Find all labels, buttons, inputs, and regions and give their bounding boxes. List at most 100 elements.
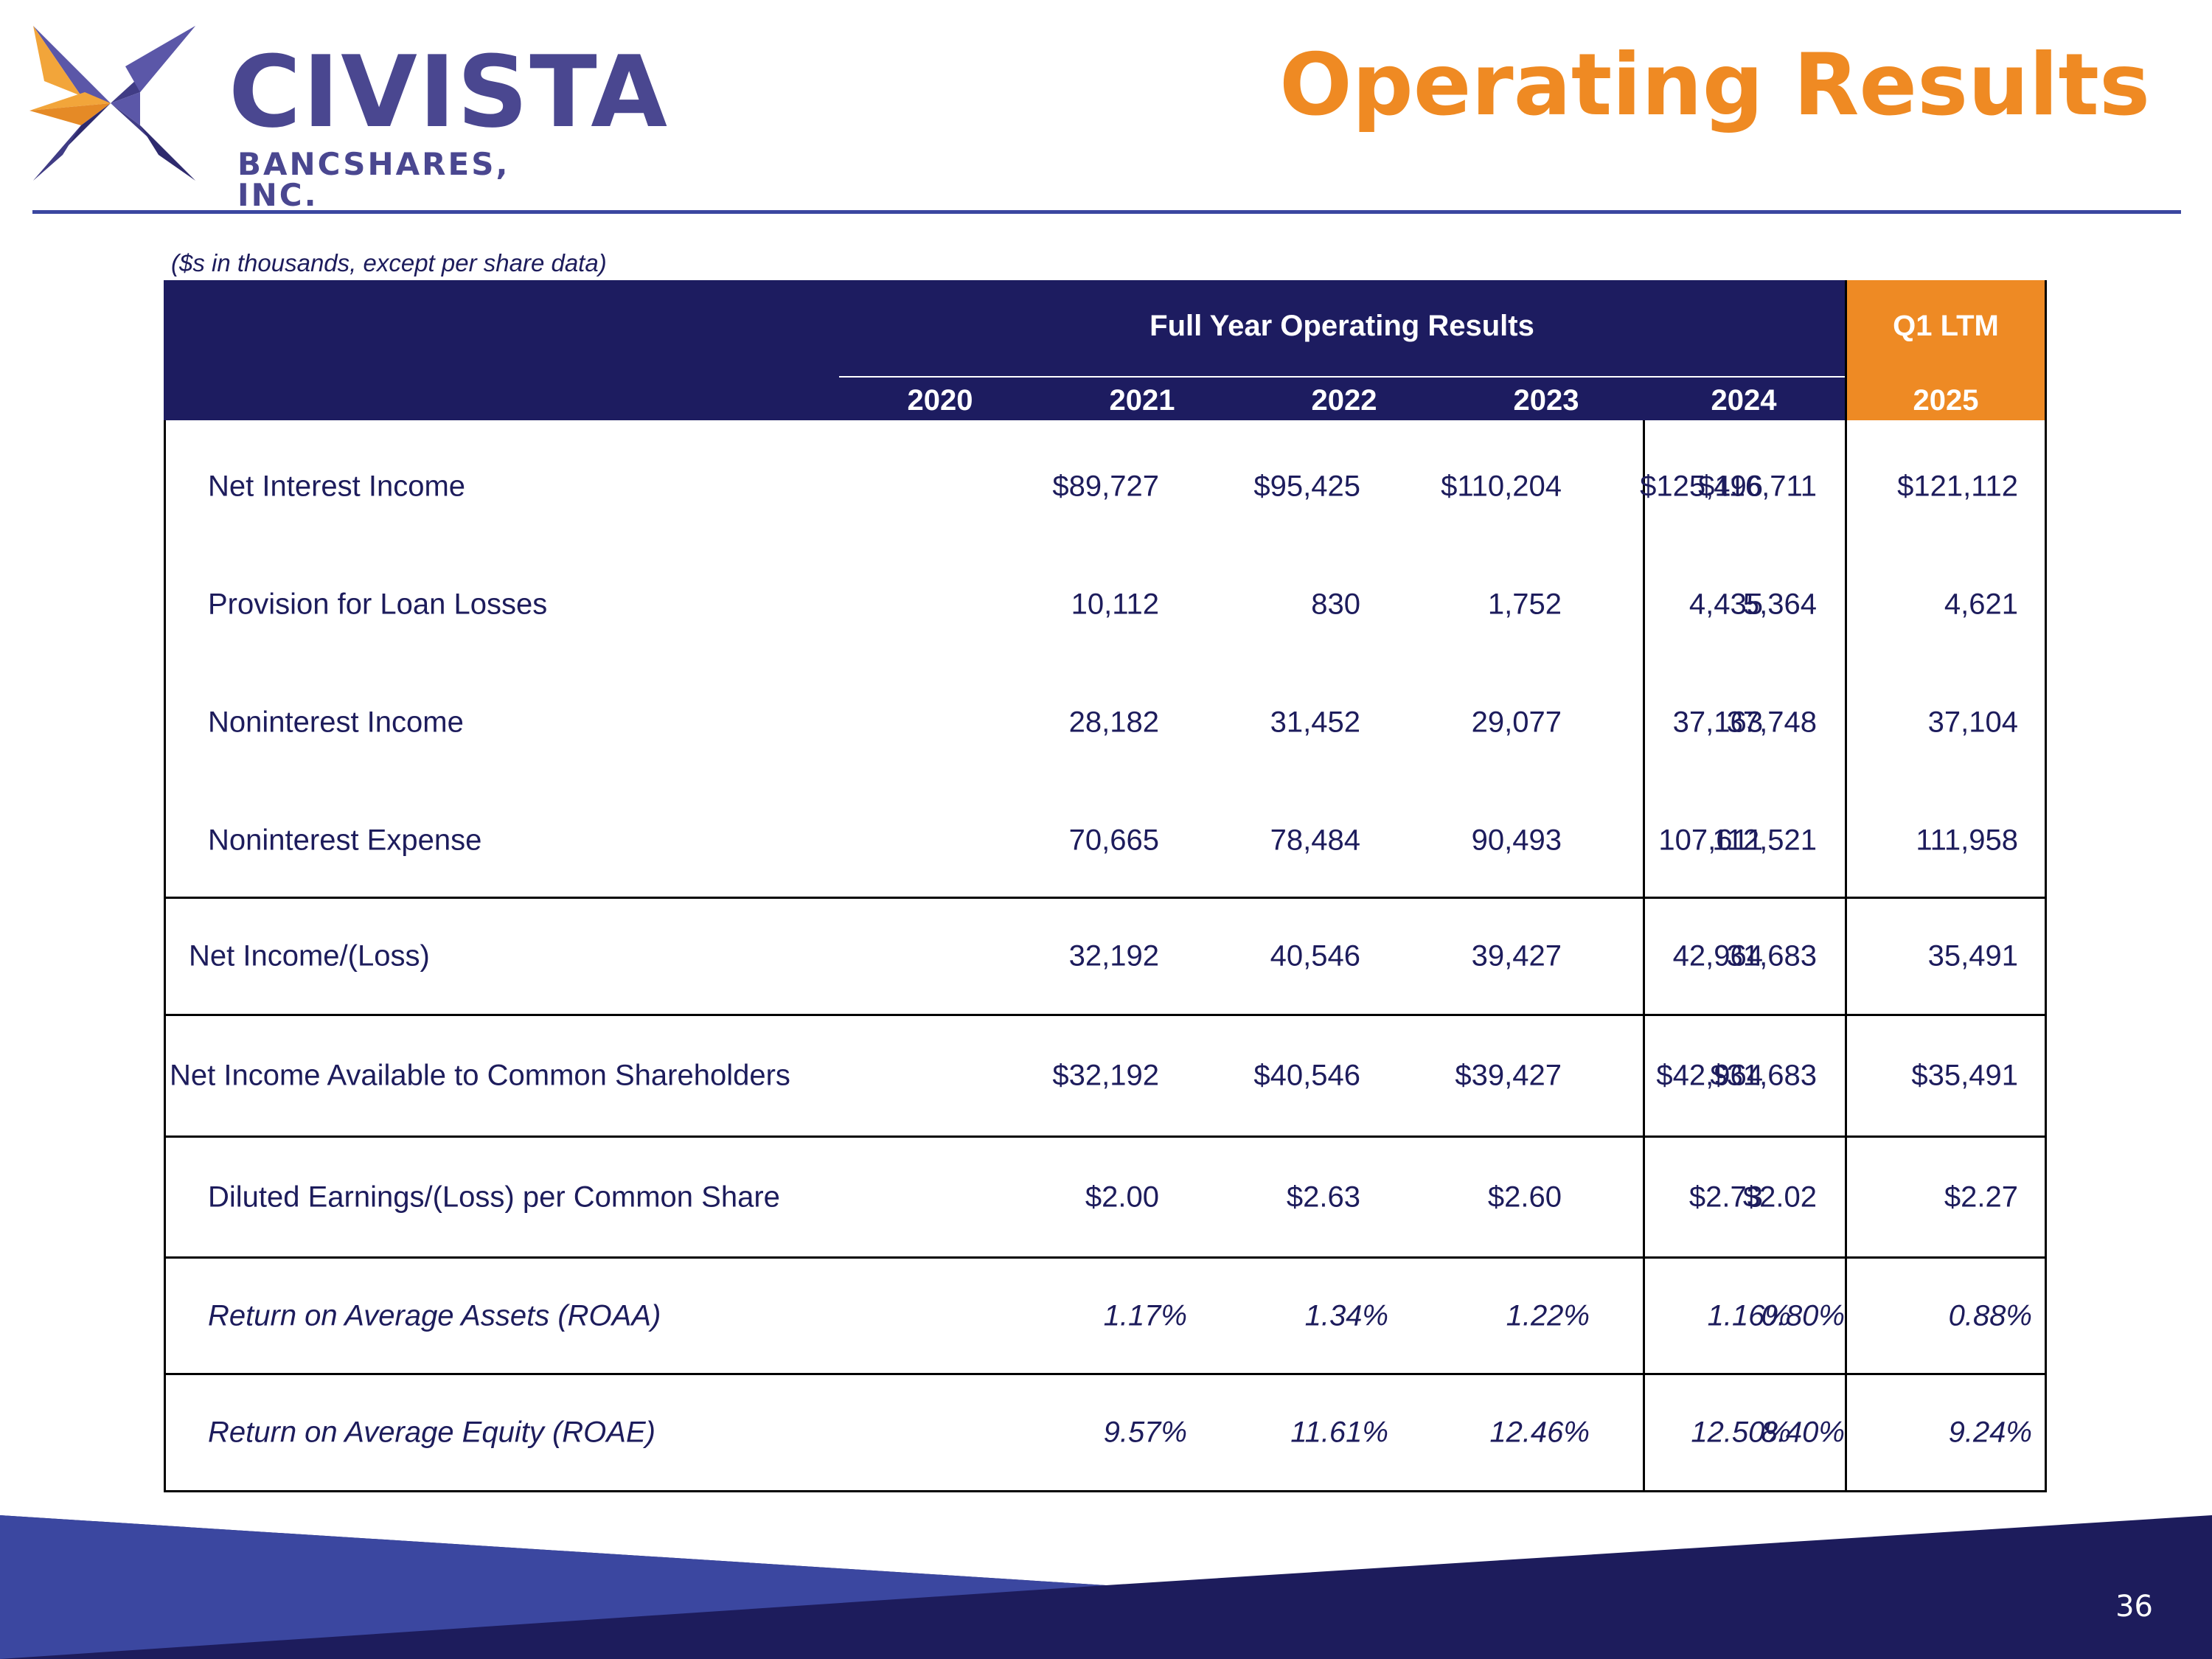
cell-value: $39,427 [1455, 1059, 1562, 1092]
logo-subtitle: BANCSHARES, INC. [237, 146, 510, 213]
cell-value: 8.40% [1761, 1416, 1845, 1449]
year-header-2020: 2020 [907, 384, 973, 417]
cell-value: 111,958 [1916, 824, 2018, 857]
cell-value: $2.63 [1286, 1180, 1360, 1213]
cell-value: 830 [1311, 588, 1360, 621]
group-header-title: Full Year Operating Results [1150, 310, 1534, 342]
row-label: Return on Average Assets (ROAA) [208, 1299, 661, 1332]
cell-value: $125,496 [1640, 470, 1763, 503]
star-logo-icon [29, 26, 195, 181]
footer-banner [0, 1515, 2212, 1659]
cell-value: 29,077 [1471, 706, 1562, 739]
cell-value: $2.60 [1487, 1180, 1562, 1213]
ltm-header-band [1845, 280, 2047, 420]
cell-value: $2.00 [1085, 1180, 1159, 1213]
cell-value: 32,192 [1068, 939, 1159, 973]
year-header-2025: 2025 [1913, 384, 1979, 417]
row-label: Net Interest Income [208, 470, 466, 503]
units-note: ($s in thousands, except per share data) [171, 249, 607, 276]
cell-value: 107,611 [1658, 824, 1763, 857]
cell-value: $110,204 [1441, 470, 1562, 503]
column-divider [1643, 420, 1645, 1492]
cell-value: 37,748 [1726, 706, 1817, 739]
cell-value: 12.46% [1489, 1416, 1590, 1449]
cell-value: 1.16% [1707, 1299, 1791, 1332]
row-divider [164, 1373, 2047, 1375]
cell-value: $31,683 [1710, 1059, 1817, 1092]
cell-value: 11.61% [1290, 1416, 1388, 1449]
logo-wordmark: CIVISTA [229, 35, 669, 150]
table-row: Net Income/(Loss) 32,192 40,546 39,427 4… [164, 899, 2047, 1014]
row-divider [164, 1256, 2047, 1259]
row-label: Net Income/(Loss) [189, 939, 430, 973]
cell-value: 1.17% [1103, 1299, 1187, 1332]
table-row: Provision for Loan Losses 10,112 830 1,7… [164, 549, 2047, 660]
year-header-2023: 2023 [1513, 384, 1579, 417]
header-divider [32, 210, 2181, 214]
cell-value: 90,493 [1471, 824, 1562, 857]
row-label: Noninterest Expense [208, 824, 482, 857]
year-header-2022: 2022 [1311, 384, 1377, 417]
table-row: Net Income Available to Common Sharehold… [164, 1016, 2047, 1135]
cell-value: $121,112 [1897, 470, 2018, 503]
cell-value: 78,484 [1270, 824, 1360, 857]
column-divider [1845, 280, 1847, 1492]
cell-value: 37,163 [1672, 706, 1763, 739]
cell-value: 10,112 [1071, 588, 1159, 621]
cell-value: 39,427 [1471, 939, 1562, 973]
row-divider [164, 1014, 2047, 1016]
page-title: Operating Results [1279, 35, 2150, 135]
cell-value: $40,546 [1253, 1059, 1360, 1092]
row-label: Return on Average Equity (ROAE) [208, 1416, 655, 1449]
table-row: Net Interest Income $89,727 $95,425 $110… [164, 431, 2047, 542]
cell-value: 37,104 [1927, 706, 2018, 739]
company-logo: CIVISTA BANCSHARES, INC. [29, 22, 667, 211]
cell-value: 12.50% [1691, 1416, 1791, 1449]
cell-value: $89,727 [1052, 470, 1159, 503]
table-row: Return on Average Assets (ROAA) 1.17% 1.… [164, 1259, 2047, 1373]
cell-value: 1.34% [1304, 1299, 1388, 1332]
cell-value: $2.73 [1688, 1180, 1763, 1213]
cell-value: $2.02 [1742, 1180, 1817, 1213]
row-divider [164, 897, 2047, 899]
table-border-bottom [164, 1490, 2047, 1492]
cell-value: $95,425 [1253, 470, 1360, 503]
cell-value: $32,192 [1052, 1059, 1159, 1092]
row-label: Net Income Available to Common Sharehold… [170, 1059, 790, 1092]
cell-value: 4,435 [1688, 588, 1763, 621]
row-divider [164, 1135, 2047, 1138]
operating-results-table: Full Year Operating Results Q1 LTM 2020 … [164, 280, 2047, 1492]
cell-value: 1.22% [1506, 1299, 1590, 1332]
cell-value: 9.57% [1103, 1416, 1187, 1449]
cell-value: 112,521 [1712, 824, 1817, 857]
cell-value: 31,452 [1270, 706, 1360, 739]
table-row: Diluted Earnings/(Loss) per Common Share… [164, 1138, 2047, 1256]
table-row: Noninterest Expense 70,665 78,484 90,493… [164, 785, 2047, 896]
ltm-header-title: Q1 LTM [1893, 310, 1999, 342]
group-header-rule [839, 376, 1845, 378]
cell-value: 4,621 [1944, 588, 2018, 621]
cell-value: $2.27 [1944, 1180, 2018, 1213]
row-label: Noninterest Income [208, 706, 464, 739]
cell-value: 70,665 [1068, 824, 1159, 857]
cell-value: 1,752 [1487, 588, 1562, 621]
page-number: 36 [2115, 1590, 2153, 1624]
table-border-right [2045, 280, 2047, 1492]
cell-value: 40,546 [1270, 939, 1360, 973]
table-row: Noninterest Income 28,182 31,452 29,077 … [164, 667, 2047, 778]
cell-value: 42,964 [1672, 939, 1763, 973]
year-header-2024: 2024 [1711, 384, 1777, 417]
cell-value: 9.24% [1948, 1416, 2032, 1449]
table-row: Return on Average Equity (ROAE) 9.57% 11… [164, 1375, 2047, 1490]
cell-value: 0.80% [1761, 1299, 1845, 1332]
table-header-band [164, 280, 1845, 420]
cell-value: $116,711 [1698, 470, 1817, 503]
row-label: Diluted Earnings/(Loss) per Common Share [208, 1180, 780, 1213]
cell-value: $35,491 [1911, 1059, 2018, 1092]
table-border-left [164, 420, 166, 1492]
cell-value: 28,182 [1068, 706, 1159, 739]
cell-value: 0.88% [1948, 1299, 2032, 1332]
cell-value: 35,491 [1927, 939, 2018, 973]
year-header-2021: 2021 [1109, 384, 1175, 417]
cell-value: 31,683 [1726, 939, 1817, 973]
